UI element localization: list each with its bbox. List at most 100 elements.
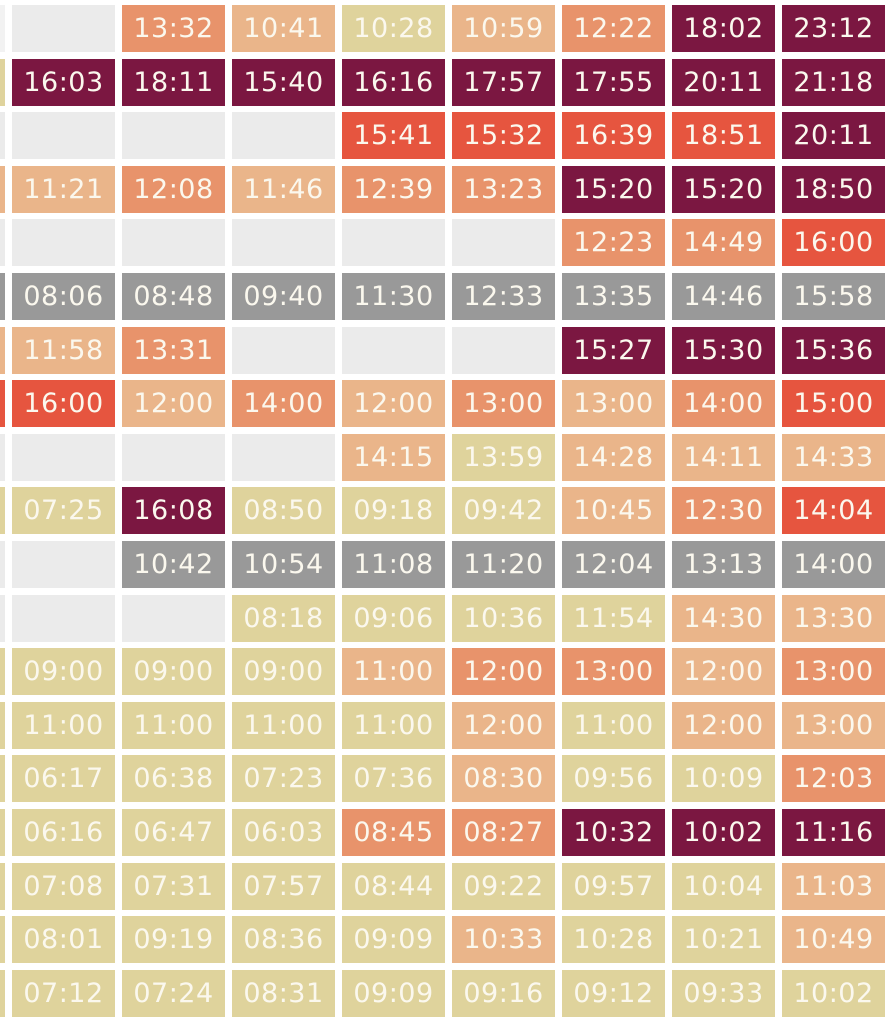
time-cell: 16:00 bbox=[12, 380, 115, 428]
time-cell: 15:20 bbox=[562, 165, 665, 213]
empty-cell bbox=[452, 219, 555, 267]
time-cell: 12:00 bbox=[452, 648, 555, 696]
time-cell: 08:30 bbox=[452, 755, 555, 803]
time-cell: 10:02 bbox=[672, 809, 775, 856]
time-cell: 14:00 bbox=[672, 380, 775, 428]
time-cell: 11:46 bbox=[232, 165, 335, 213]
time-cell: 06:17 bbox=[12, 755, 115, 803]
time-cell: 09:19 bbox=[122, 916, 225, 964]
time-cell: 15:41 bbox=[342, 112, 445, 160]
time-cell: 09:12 bbox=[562, 969, 665, 1017]
time-cell: 09:56 bbox=[562, 755, 665, 803]
time-cell: 13:00 bbox=[562, 648, 665, 696]
time-cell: 12:22 bbox=[562, 5, 665, 52]
time-cell: 13:30 bbox=[782, 594, 885, 642]
empty-cell bbox=[452, 326, 555, 374]
time-cell: 10:54 bbox=[232, 541, 335, 588]
time-cell: 10:28 bbox=[562, 916, 665, 964]
time-cell: 10:32 bbox=[562, 809, 665, 856]
time-cell: 10:04 bbox=[672, 862, 775, 910]
empty-cell bbox=[12, 433, 115, 481]
row-edge bbox=[0, 648, 5, 696]
time-cell: 06:47 bbox=[122, 809, 225, 856]
time-cell: 21:18 bbox=[782, 58, 885, 106]
time-cell: 11:00 bbox=[232, 701, 335, 749]
time-cell: 11:00 bbox=[562, 701, 665, 749]
time-cell: 18:50 bbox=[782, 165, 885, 213]
time-cell: 07:57 bbox=[232, 862, 335, 910]
empty-cell bbox=[12, 112, 115, 160]
time-cell: 11:03 bbox=[782, 862, 885, 910]
time-cell: 13:13 bbox=[672, 541, 775, 588]
time-cell: 06:16 bbox=[12, 809, 115, 856]
time-cell: 09:09 bbox=[342, 969, 445, 1017]
time-cell: 07:08 bbox=[12, 862, 115, 910]
empty-cell bbox=[232, 219, 335, 267]
time-cell: 14:46 bbox=[672, 273, 775, 320]
time-cell: 15:36 bbox=[782, 326, 885, 374]
time-cell: 11:30 bbox=[342, 273, 445, 320]
time-cell: 11:00 bbox=[342, 701, 445, 749]
time-cell: 08:45 bbox=[342, 809, 445, 856]
time-cell: 07:24 bbox=[122, 969, 225, 1017]
time-cell: 23:12 bbox=[782, 5, 885, 52]
time-cell: 15:40 bbox=[232, 58, 335, 106]
time-cell: 07:31 bbox=[122, 862, 225, 910]
time-cell: 15:58 bbox=[782, 273, 885, 320]
time-cell: 11:00 bbox=[122, 701, 225, 749]
time-cell: 07:36 bbox=[342, 755, 445, 803]
time-cell: 08:50 bbox=[232, 487, 335, 535]
time-cell: 10:49 bbox=[782, 916, 885, 964]
empty-cell bbox=[232, 326, 335, 374]
time-cell: 10:28 bbox=[342, 5, 445, 52]
time-cell: 12:30 bbox=[672, 487, 775, 535]
time-cell: 12:00 bbox=[342, 380, 445, 428]
row-edge bbox=[0, 326, 5, 374]
empty-cell bbox=[12, 5, 115, 52]
time-cell: 13:35 bbox=[562, 273, 665, 320]
time-cell: 10:45 bbox=[562, 487, 665, 535]
time-cell: 16:00 bbox=[782, 219, 885, 267]
time-cell: 12:00 bbox=[672, 701, 775, 749]
row-edge bbox=[0, 380, 5, 428]
empty-cell bbox=[342, 219, 445, 267]
time-cell: 11:54 bbox=[562, 594, 665, 642]
time-cell: 09:18 bbox=[342, 487, 445, 535]
row-edge bbox=[0, 5, 5, 52]
row-edge bbox=[0, 969, 5, 1017]
time-cell: 09:00 bbox=[122, 648, 225, 696]
time-cell: 14:33 bbox=[782, 433, 885, 481]
time-cell: 09:22 bbox=[452, 862, 555, 910]
time-cell: 08:44 bbox=[342, 862, 445, 910]
time-cell: 11:00 bbox=[342, 648, 445, 696]
time-cell: 14:04 bbox=[782, 487, 885, 535]
time-cell: 08:36 bbox=[232, 916, 335, 964]
time-cell: 14:28 bbox=[562, 433, 665, 481]
empty-cell bbox=[122, 433, 225, 481]
time-cell: 07:12 bbox=[12, 969, 115, 1017]
time-cell: 09:33 bbox=[672, 969, 775, 1017]
time-cell: 12:08 bbox=[122, 165, 225, 213]
time-cell: 10:33 bbox=[452, 916, 555, 964]
time-cell: 17:55 bbox=[562, 58, 665, 106]
time-cell: 11:20 bbox=[452, 541, 555, 588]
time-cell: 08:31 bbox=[232, 969, 335, 1017]
empty-cell bbox=[122, 594, 225, 642]
time-cell: 16:08 bbox=[122, 487, 225, 535]
time-cell: 07:23 bbox=[232, 755, 335, 803]
time-cell: 13:00 bbox=[562, 380, 665, 428]
empty-cell bbox=[232, 112, 335, 160]
time-cell: 15:20 bbox=[672, 165, 775, 213]
time-cell: 08:06 bbox=[12, 273, 115, 320]
time-cell: 14:30 bbox=[672, 594, 775, 642]
time-cell: 15:30 bbox=[672, 326, 775, 374]
time-cell: 10:02 bbox=[782, 969, 885, 1017]
time-cell: 20:11 bbox=[672, 58, 775, 106]
time-cell: 09:09 bbox=[342, 916, 445, 964]
time-cell: 11:21 bbox=[12, 165, 115, 213]
row-edge bbox=[0, 433, 5, 481]
time-cell: 12:00 bbox=[672, 648, 775, 696]
empty-cell bbox=[12, 541, 115, 588]
time-cell: 16:16 bbox=[342, 58, 445, 106]
